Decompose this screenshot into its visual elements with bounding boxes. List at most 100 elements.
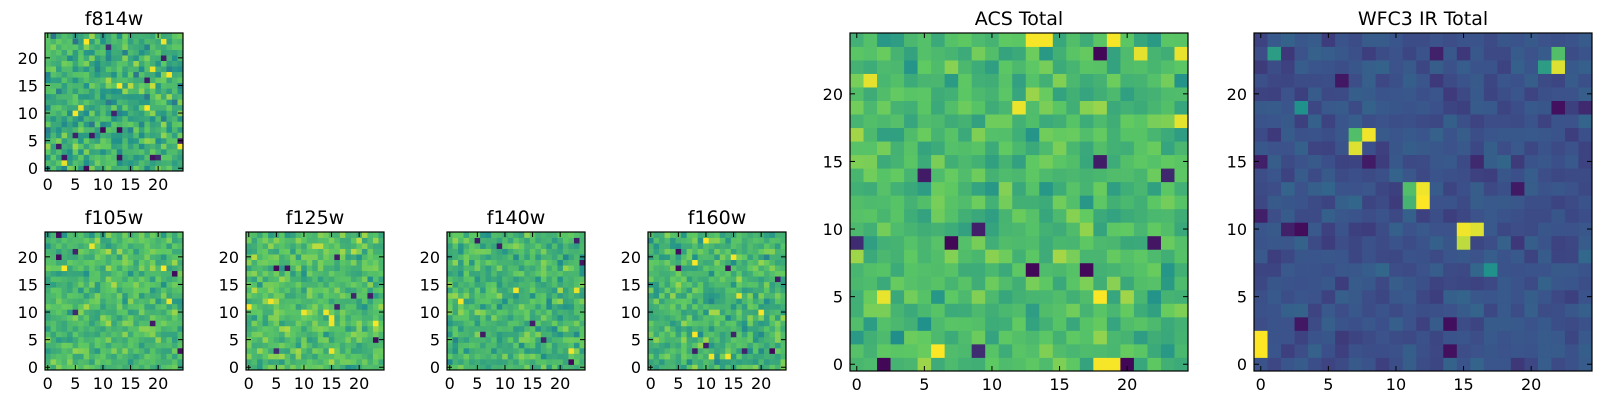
heatmap-cell bbox=[452, 298, 459, 305]
heatmap-cell bbox=[257, 281, 263, 288]
heatmap-cell bbox=[89, 77, 96, 84]
heatmap-cell bbox=[1052, 127, 1067, 142]
heatmap-cell bbox=[697, 336, 704, 343]
heatmap-cell bbox=[1281, 114, 1295, 129]
heatmap-cell bbox=[350, 364, 357, 371]
heatmap-cell bbox=[971, 141, 986, 156]
heatmap-cell bbox=[518, 331, 525, 338]
heatmap-cell bbox=[127, 248, 134, 255]
heatmap-cell bbox=[339, 276, 346, 283]
heatmap-cell bbox=[1133, 195, 1148, 210]
heatmap-cell bbox=[686, 270, 693, 277]
axes-frame bbox=[245, 231, 385, 371]
heatmap-cell bbox=[890, 60, 905, 74]
heatmap-cell bbox=[703, 270, 710, 277]
heatmap-cell bbox=[138, 33, 145, 39]
heatmap-cell bbox=[171, 38, 178, 45]
heatmap-cell bbox=[1375, 168, 1390, 183]
heatmap-cell bbox=[1066, 289, 1081, 304]
heatmap-cell bbox=[747, 237, 754, 244]
heatmap-cell bbox=[1254, 195, 1268, 210]
heatmap-cell bbox=[877, 222, 891, 237]
heatmap-cell bbox=[447, 303, 453, 310]
heatmap-cell bbox=[518, 298, 525, 305]
heatmap-cell bbox=[758, 325, 765, 332]
heatmap-cell bbox=[50, 154, 57, 161]
heatmap-cell bbox=[1470, 235, 1485, 250]
heatmap-cell bbox=[1052, 276, 1067, 291]
heatmap-cell bbox=[725, 259, 732, 266]
heatmap-cell bbox=[730, 358, 737, 365]
heatmap-cell bbox=[1497, 141, 1512, 156]
heatmap-cell bbox=[67, 82, 73, 89]
heatmap-cell bbox=[367, 270, 374, 277]
heatmap-cell bbox=[361, 309, 368, 316]
heatmap-cell bbox=[524, 281, 531, 288]
heatmap-cell bbox=[67, 259, 73, 266]
heatmap-cell bbox=[1267, 343, 1282, 358]
heatmap-cell bbox=[1267, 262, 1282, 277]
heatmap-cell bbox=[725, 331, 732, 338]
heatmap-cell bbox=[111, 110, 118, 117]
heatmap-cell bbox=[1147, 127, 1162, 142]
heatmap-cell bbox=[1079, 181, 1094, 196]
heatmap-cell bbox=[730, 292, 737, 299]
heatmap-cell bbox=[675, 314, 682, 321]
heatmap-cell bbox=[463, 265, 470, 272]
heatmap-cell bbox=[1160, 235, 1175, 250]
heatmap-cell bbox=[1025, 222, 1040, 237]
heatmap-cell bbox=[496, 314, 503, 321]
heatmap-cell bbox=[83, 110, 90, 117]
heatmap-cell bbox=[328, 243, 335, 249]
heatmap-cell bbox=[686, 265, 693, 272]
heatmap-cell bbox=[160, 165, 167, 172]
heatmap-cell bbox=[708, 292, 715, 299]
heatmap-cell bbox=[1389, 262, 1404, 277]
heatmap-cell bbox=[361, 259, 368, 266]
heatmap-cell bbox=[122, 38, 129, 45]
heatmap-cell bbox=[485, 358, 492, 365]
heatmap-cell bbox=[670, 325, 676, 332]
heatmap-cell bbox=[573, 314, 580, 321]
heatmap-cell bbox=[1308, 289, 1322, 304]
heatmap-cell bbox=[850, 303, 864, 318]
heatmap-cell bbox=[714, 292, 721, 299]
heatmap-cell bbox=[367, 320, 374, 327]
heatmap-cell bbox=[372, 342, 379, 349]
heatmap-cell bbox=[562, 309, 569, 316]
heatmap-cell bbox=[1267, 208, 1282, 223]
heatmap-cell bbox=[323, 364, 330, 371]
heatmap-cell bbox=[268, 254, 274, 260]
heatmap-cell bbox=[568, 276, 575, 283]
heatmap-cell bbox=[931, 87, 946, 101]
heatmap-cell bbox=[769, 336, 776, 343]
heatmap-cell bbox=[1281, 46, 1295, 61]
heatmap-cell bbox=[1429, 208, 1444, 223]
heatmap-cell bbox=[328, 325, 335, 332]
heatmap-cell bbox=[1294, 330, 1309, 345]
heatmap-cell bbox=[763, 303, 770, 310]
heatmap-cell bbox=[339, 237, 346, 244]
heatmap-cell bbox=[111, 358, 118, 365]
heatmap-cell bbox=[111, 132, 118, 139]
heatmap-cell bbox=[78, 143, 85, 150]
heatmap-cell bbox=[1025, 141, 1040, 156]
heatmap-cell bbox=[1524, 357, 1539, 372]
heatmap-cell bbox=[1375, 195, 1390, 210]
heatmap-cell bbox=[1294, 87, 1309, 101]
heatmap-cell bbox=[1416, 87, 1431, 101]
heatmap-cell bbox=[763, 364, 770, 371]
heatmap-cell bbox=[56, 38, 62, 45]
heatmap-cell bbox=[67, 276, 73, 283]
heatmap-cell bbox=[100, 353, 107, 360]
heatmap-cell bbox=[61, 303, 68, 310]
axes-frame bbox=[44, 32, 184, 172]
heatmap-cell bbox=[67, 336, 73, 343]
heatmap-cell bbox=[958, 262, 973, 277]
heatmap-cell bbox=[1564, 127, 1579, 142]
heatmap-cell bbox=[155, 342, 162, 349]
heatmap-cell bbox=[138, 287, 145, 294]
heatmap-cell bbox=[334, 331, 341, 338]
heatmap-cell bbox=[334, 248, 341, 255]
heatmap-cell bbox=[127, 159, 134, 166]
